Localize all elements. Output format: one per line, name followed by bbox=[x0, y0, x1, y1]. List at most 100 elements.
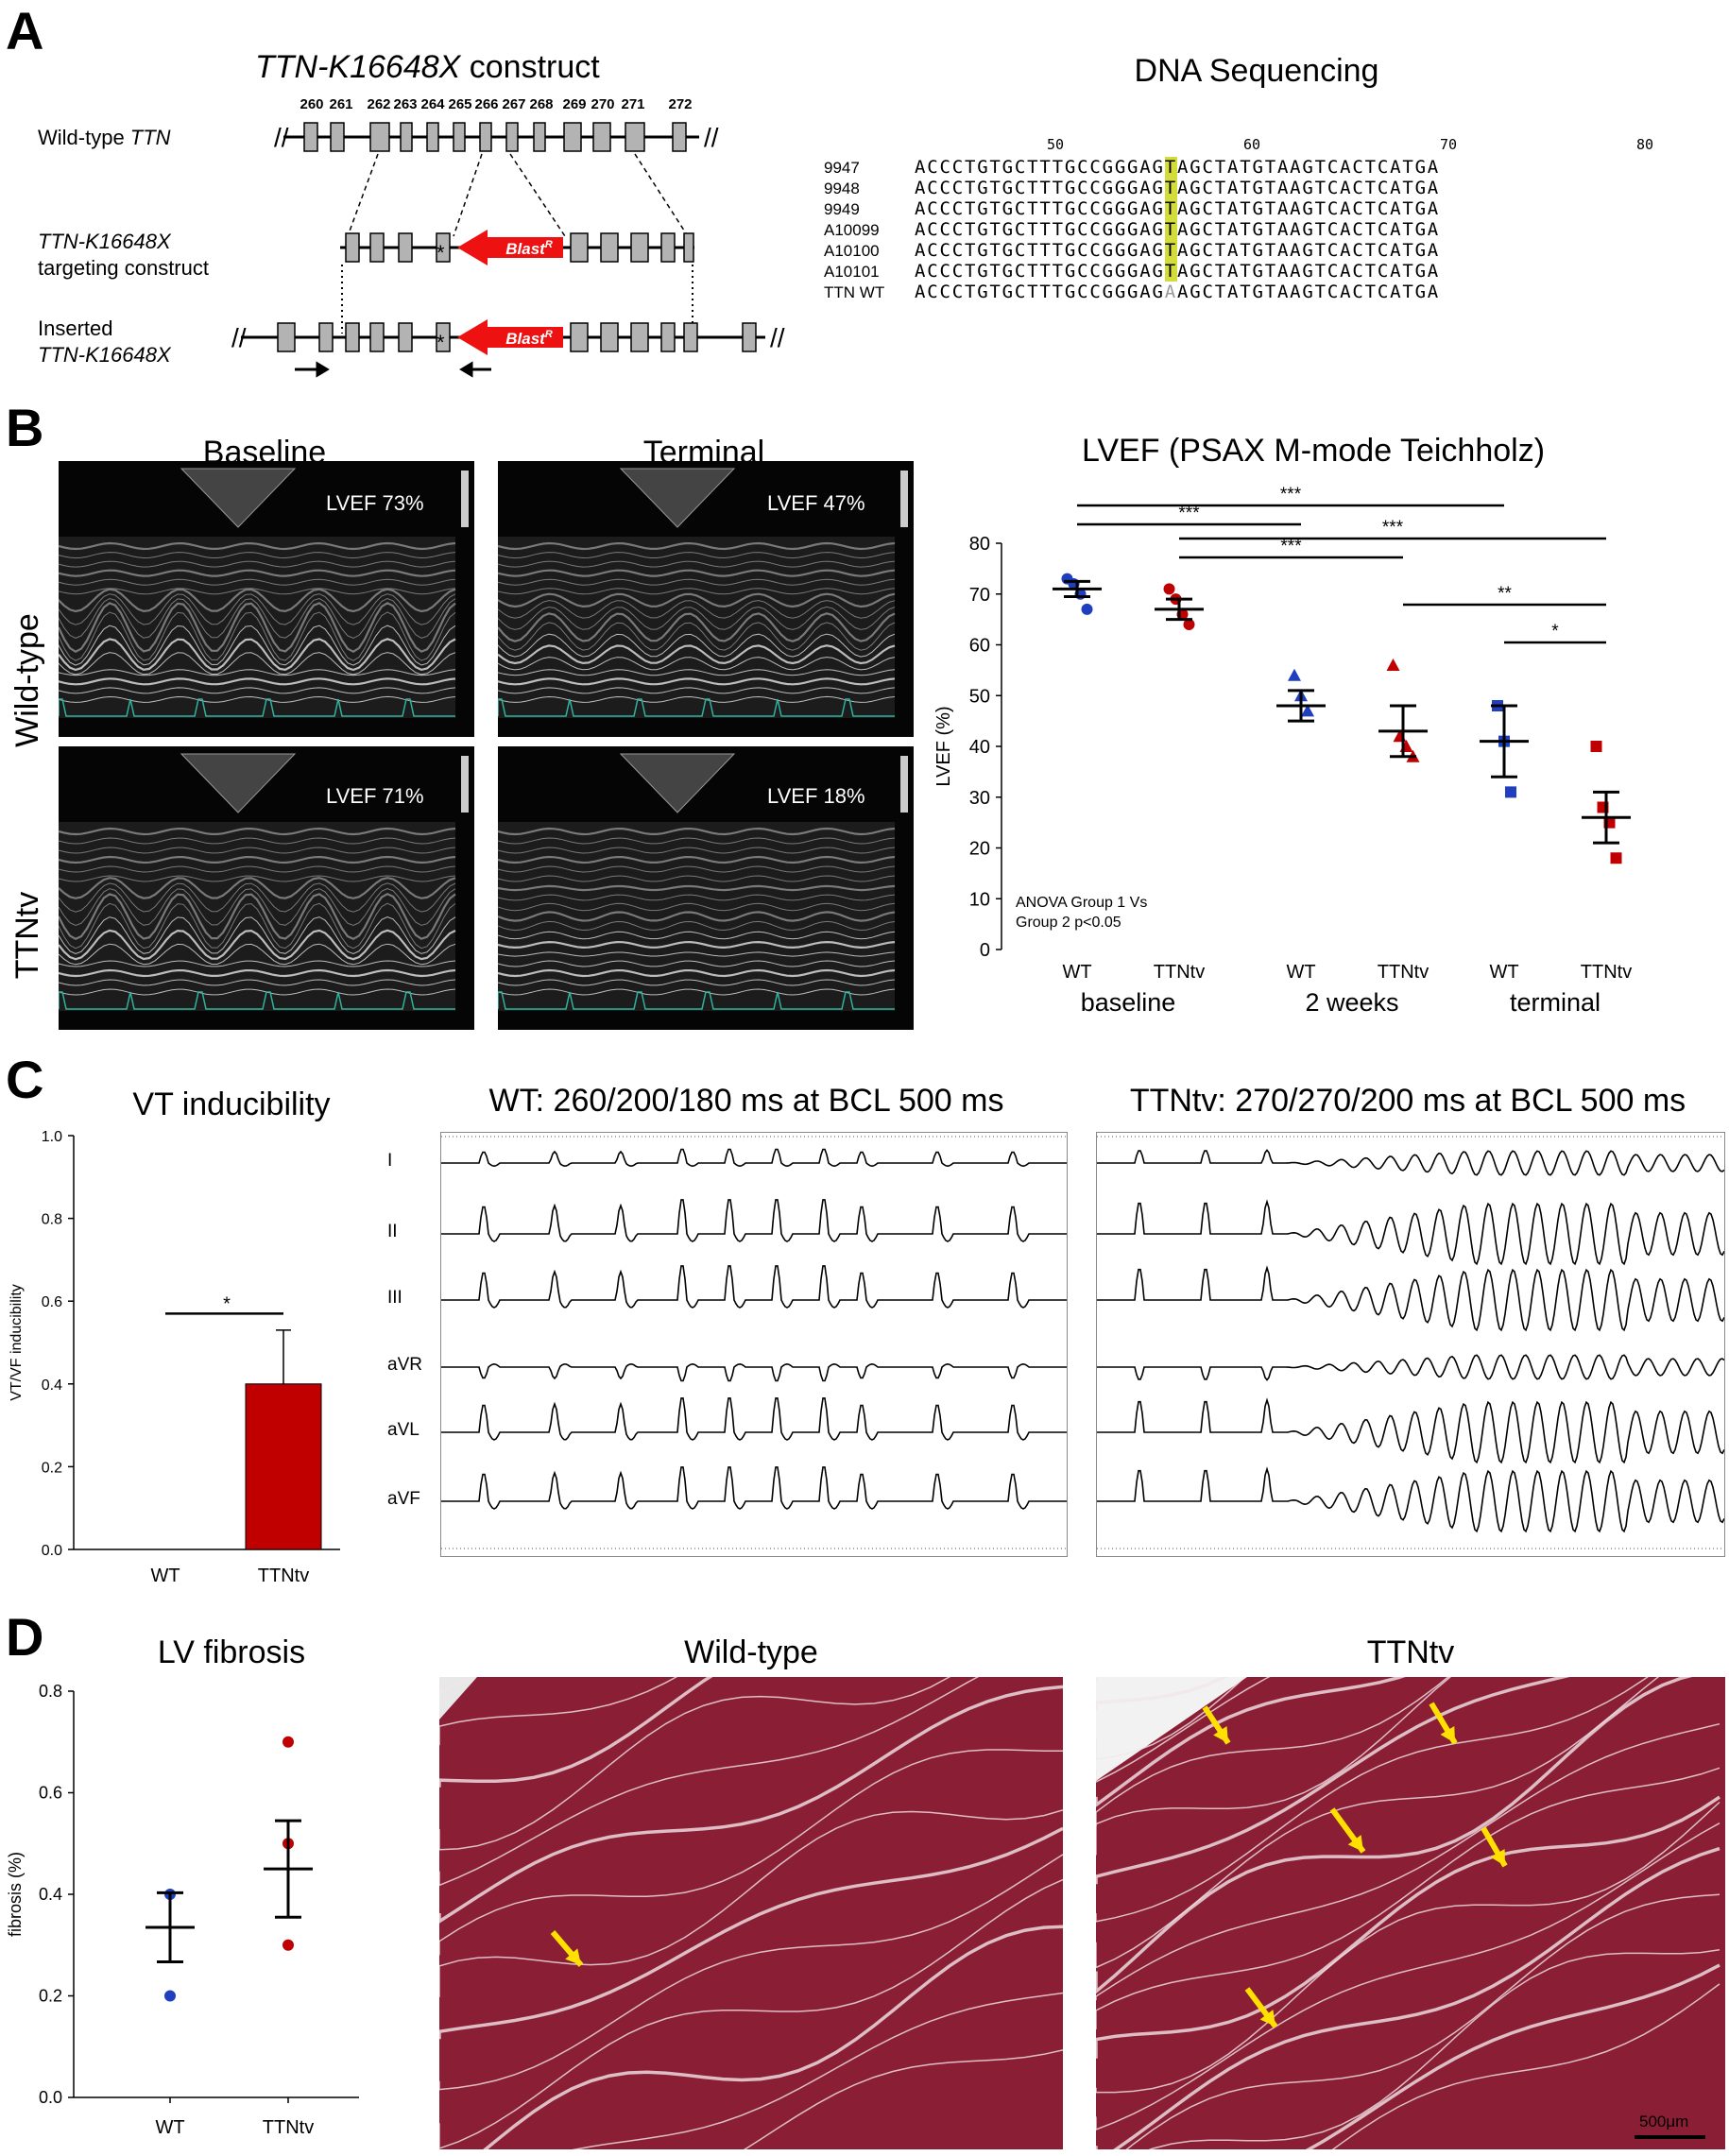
significance-label: *** bbox=[1382, 518, 1404, 538]
lead-label-ii: II bbox=[387, 1222, 398, 1241]
data-point bbox=[282, 1939, 294, 1951]
wt-row-label: Wild-type TTN bbox=[38, 126, 171, 149]
fiber-gap bbox=[439, 1854, 1063, 2091]
lead-label-avr: aVR bbox=[387, 1355, 422, 1375]
histology-ttntv bbox=[1096, 1677, 1725, 2149]
seq-bases: ACCCTGTGCTTTGCCGGGAGTAGCTATGTAAGTCACTCAT… bbox=[915, 178, 1440, 198]
inserted-break-left: // bbox=[231, 323, 247, 352]
exon-num-269: 269 bbox=[562, 96, 586, 112]
mmode-echo-line bbox=[498, 837, 896, 845]
lead-label-avf: aVF bbox=[387, 1489, 420, 1509]
mmode-echo-line bbox=[59, 541, 456, 551]
mmode-echo-line bbox=[59, 611, 456, 661]
yellow-arrowhead bbox=[1490, 1849, 1505, 1866]
fiber-gap bbox=[1096, 1677, 1693, 1994]
seq-pre: ACCCTGTGCTTTGCCGGGAG bbox=[915, 261, 1165, 282]
seq-bases: ACCCTGTGCTTTGCCGGGAGTAGCTATGTAAGTCACTCAT… bbox=[915, 219, 1440, 240]
mmode-echo-line bbox=[59, 578, 456, 586]
primer-arrows bbox=[295, 361, 491, 378]
group-label: baseline bbox=[1081, 988, 1176, 1017]
mmode-echo-line bbox=[59, 988, 456, 996]
ecg-lead-i bbox=[1097, 1149, 1725, 1176]
yellow-arrowhead bbox=[1440, 1726, 1455, 1743]
data-point bbox=[1163, 583, 1175, 595]
seq-bases: ACCCTGTGCTTTGCCGGGAGAAGCTATGTAAGTCACTCAT… bbox=[915, 282, 1440, 302]
mmode-echo-line bbox=[498, 847, 896, 854]
exon-num-270: 270 bbox=[591, 96, 614, 112]
mmode-echo-line bbox=[498, 622, 896, 651]
histology-wt bbox=[439, 1677, 1063, 2149]
ecg-lead-avl bbox=[441, 1397, 1067, 1441]
lvef-chart: 0 10 20 30 40 50 60 70 80 LVEF (%) WT TTNtv WT TTNtv W… bbox=[933, 485, 1632, 1017]
exon-num-272: 272 bbox=[668, 96, 692, 112]
y-tick-label: 0.4 bbox=[39, 1885, 62, 1904]
ecg-trace-echo bbox=[498, 698, 895, 717]
exon-num-265: 265 bbox=[448, 96, 471, 112]
echo-wt-terminal bbox=[498, 461, 914, 737]
fiber-gap bbox=[1096, 1677, 1406, 1807]
slide-edge bbox=[1096, 1677, 1247, 1781]
mmode-echo-line bbox=[498, 931, 896, 940]
grayscale-bar bbox=[900, 756, 908, 813]
mmode-echo-line bbox=[59, 915, 456, 955]
homology-dashed-lines bbox=[347, 153, 689, 237]
anova-annotation-2: Group 2 p<0.05 bbox=[1016, 915, 1121, 931]
blast-label-inserted: BlastR bbox=[505, 329, 553, 348]
x-tick-label: TTNtv bbox=[258, 1566, 309, 1586]
y-axis-label: LVEF (%) bbox=[933, 706, 954, 786]
seq-pos-70: 70 bbox=[1440, 136, 1458, 153]
ecg-lead-avf bbox=[1097, 1466, 1725, 1533]
mmode-echo-line bbox=[498, 865, 896, 873]
seq-variant-base: T bbox=[1164, 178, 1178, 198]
ecg-lead-avr bbox=[1097, 1354, 1725, 1381]
seq-variant-base: T bbox=[1164, 240, 1178, 261]
lead-label-i: I bbox=[387, 1151, 393, 1171]
seq-post: AGCTATGTAAGTCACTCATGA bbox=[1177, 240, 1441, 261]
seq-variant-base: A bbox=[1164, 282, 1178, 302]
fiber-gap bbox=[1331, 1983, 1720, 2149]
mmode-echo-line bbox=[59, 652, 456, 676]
seq-bases: ACCCTGTGCTTTGCCGGGAGTAGCTATGTAAGTCACTCAT… bbox=[915, 261, 1440, 282]
mmode-echo-line bbox=[498, 920, 896, 932]
exon-number-labels: 260 261 262 263 264 265 266 267 268 269 … bbox=[300, 96, 692, 112]
construct-exons bbox=[345, 232, 694, 263]
y-axis-label: fibrosis (%) bbox=[6, 1852, 25, 1937]
y-tick-label: 40 bbox=[969, 737, 990, 758]
fiber-gap bbox=[439, 1878, 1063, 2149]
fiber-gap bbox=[439, 1677, 980, 1887]
seq-id: A10101 bbox=[824, 263, 880, 281]
y-tick-label: 0 bbox=[980, 940, 990, 961]
construct-title: TTN-K16648X construct bbox=[255, 49, 600, 86]
significance-label: *** bbox=[1280, 537, 1302, 556]
lead-label-avl: aVL bbox=[387, 1420, 419, 1440]
row-wild-type: Wild-type bbox=[9, 613, 45, 747]
mmode-echo-line bbox=[498, 894, 896, 901]
seq-post: AGCTATGTAAGTCACTCATGA bbox=[1177, 178, 1441, 198]
mmode-echo-line bbox=[59, 638, 456, 672]
y-tick-label: 0.8 bbox=[39, 1682, 62, 1701]
mmode-echo-line bbox=[498, 657, 896, 671]
seq-id: 9948 bbox=[824, 180, 860, 197]
scale-bar-label: 500μm bbox=[1639, 2113, 1689, 2130]
mmode-echo-line bbox=[59, 892, 456, 941]
row-ttntv: TTNtv bbox=[9, 891, 45, 980]
blast-arrow-construct bbox=[457, 230, 563, 265]
data-point bbox=[1288, 668, 1301, 681]
exon-num-263: 263 bbox=[393, 96, 417, 112]
y-tick-label: 0.4 bbox=[42, 1377, 62, 1394]
seq-variant-base: T bbox=[1164, 219, 1178, 240]
fiber-gap bbox=[1125, 1893, 1720, 2149]
fiber-gap bbox=[439, 1677, 713, 1788]
fiber-gap bbox=[1096, 1677, 1246, 1760]
seq-post: AGCTATGTAAGTCACTCATGA bbox=[1177, 261, 1441, 282]
y-tick-label: 0.6 bbox=[42, 1294, 62, 1310]
ecg-lead-avr bbox=[441, 1362, 1067, 1382]
wt-break-right: // bbox=[704, 123, 719, 152]
y-tick-label: 80 bbox=[969, 534, 990, 555]
fiber-gap bbox=[1096, 1677, 1452, 1856]
fiber-gap bbox=[439, 1677, 678, 1746]
seq-variant-base: T bbox=[1164, 157, 1178, 178]
mmode-echo-line bbox=[498, 541, 896, 551]
construct-title-gene: TTN-K16648X bbox=[255, 49, 461, 85]
mmode-echo-line bbox=[498, 902, 896, 912]
